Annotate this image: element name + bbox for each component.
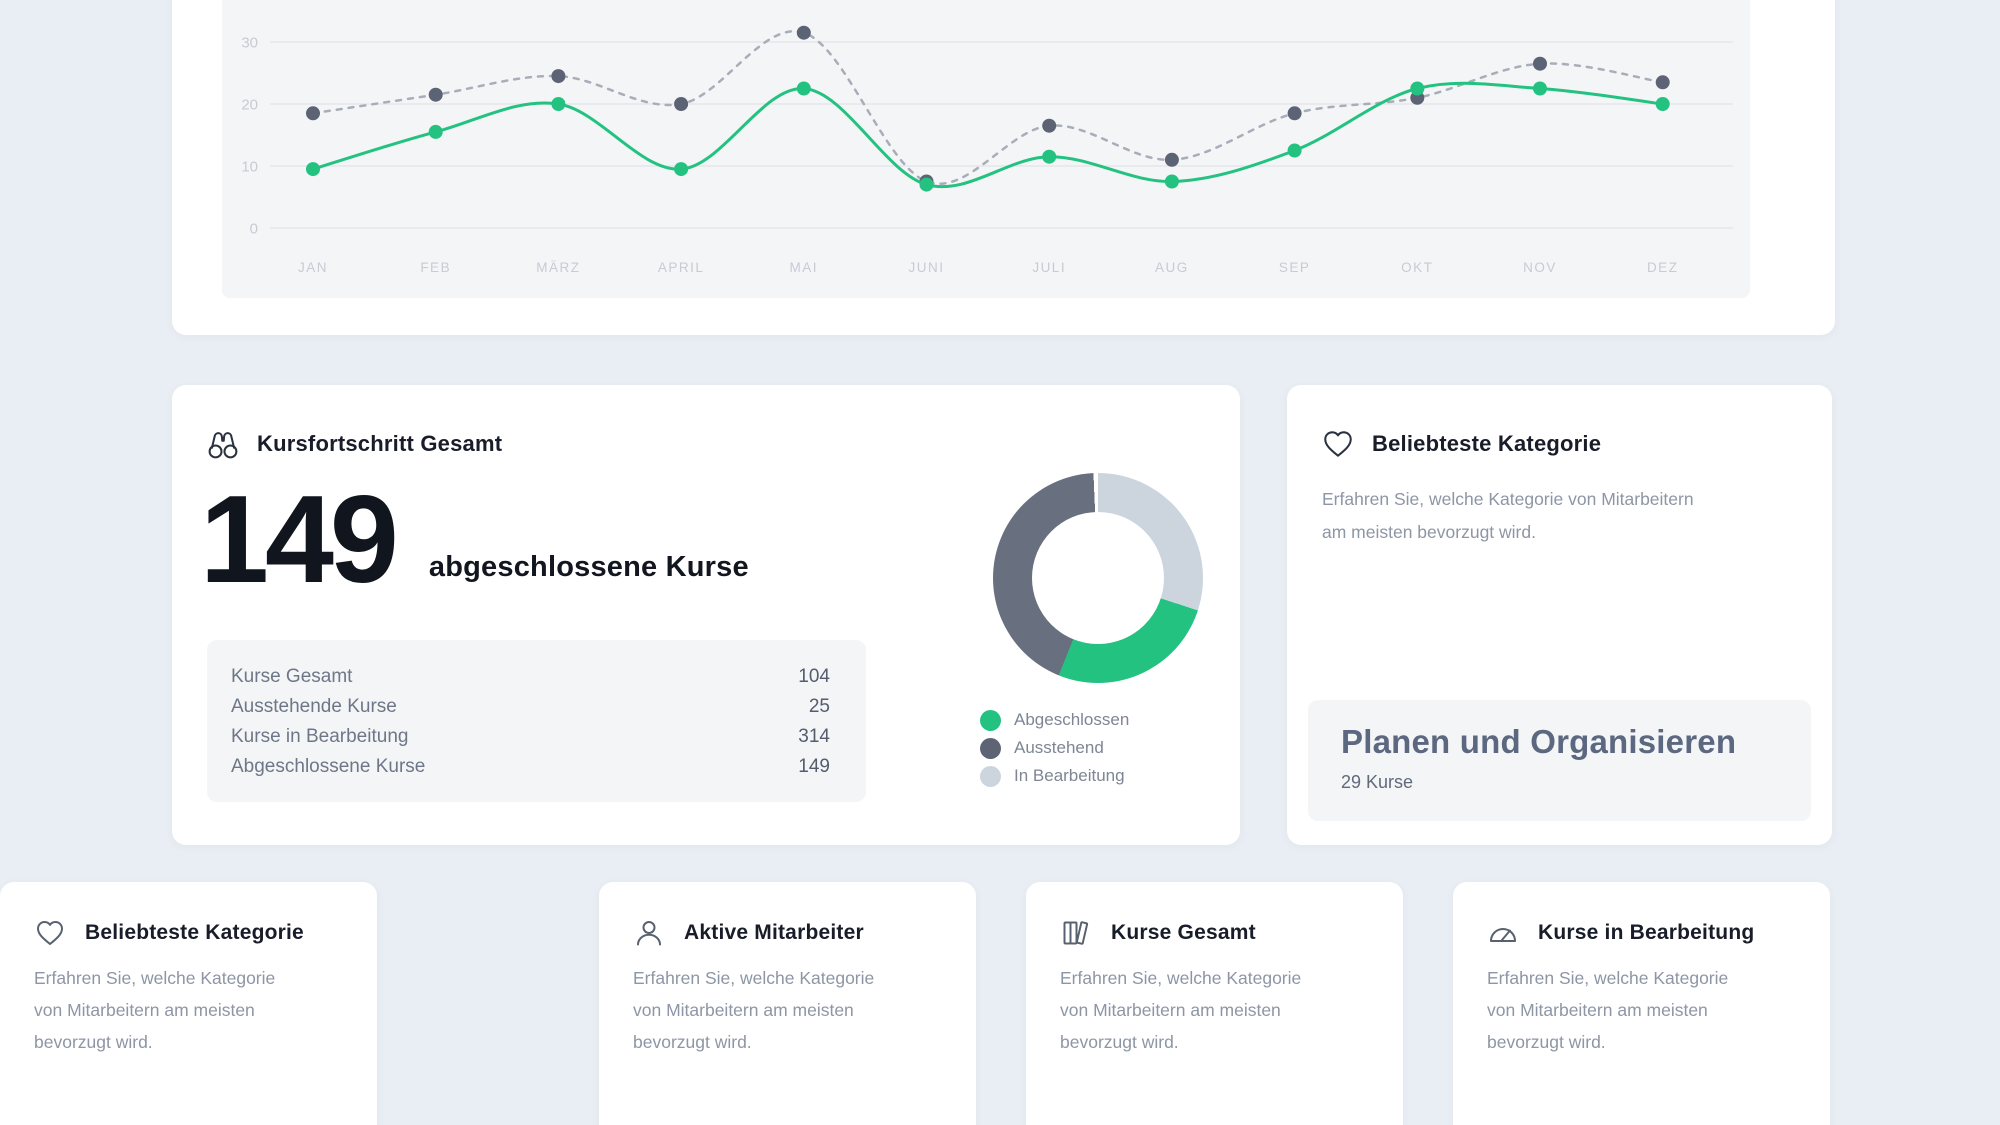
description-line: bevorzugt wird. <box>34 1032 153 1052</box>
gauge-icon <box>1490 928 1516 942</box>
svg-text:APRIL: APRIL <box>658 260 705 275</box>
total-courses-card: Kurse Gesamt Erfahren Sie, welche Katego… <box>1026 882 1403 1125</box>
description-line: Erfahren Sie, welche Kategorie <box>1487 968 1729 988</box>
stat-value: 314 <box>798 726 830 747</box>
completed-courses-count: 149 <box>200 471 399 609</box>
description-line: Erfahren Sie, welche Kategorie von Mitar… <box>1322 489 1694 509</box>
description-line: am meisten bevorzugt wird. <box>1322 522 1536 542</box>
svg-text:0: 0 <box>250 221 258 238</box>
donut-legend: Abgeschlossen Ausstehend In Bearbeitung <box>980 709 1130 787</box>
top-category-name: Planen und Organisieren <box>1341 723 1737 760</box>
chart-plot-area <box>222 0 1750 298</box>
card-title: Kursfortschritt Gesamt <box>257 431 503 456</box>
favorite-category-header: Beliebteste Kategorie <box>1321 426 1601 462</box>
heart-icon <box>37 921 63 945</box>
stat-row: Kurse Gesamt 104 <box>231 662 830 692</box>
description-line: bevorzugt wird. <box>1487 1032 1606 1052</box>
courses-in-progress-card: Kurse in Bearbeitung Erfahren Sie, welch… <box>1453 882 1830 1125</box>
svg-text:DEZ: DEZ <box>1647 260 1679 275</box>
stat-label: Kurse in Bearbeitung <box>231 726 409 747</box>
svg-text:AUG: AUG <box>1155 260 1189 275</box>
svg-text:JUNI: JUNI <box>909 260 945 275</box>
card-description: Erfahren Sie, welche Kategorie von Mitar… <box>633 962 874 1058</box>
legend-label: In Bearbeitung <box>1014 766 1125 785</box>
favorite-category-overview-card: Beliebteste Kategorie Erfahren Sie, welc… <box>0 882 377 1125</box>
course-stats-panel: Kurse Gesamt 104 Ausstehende Kurse 25 Ku… <box>207 640 866 802</box>
card-header: Aktive Mitarbeiter <box>633 916 864 950</box>
card-title: Beliebteste Kategorie <box>1372 431 1602 456</box>
svg-text:OKT: OKT <box>1401 260 1433 275</box>
svg-text:MÄRZ: MÄRZ <box>536 260 580 275</box>
card-description: Erfahren Sie, welche Kategorie von Mitar… <box>1322 483 1694 549</box>
binoculars-icon <box>208 432 238 459</box>
favorite-category-card: Beliebteste Kategorie Erfahren Sie, welc… <box>1287 385 1832 845</box>
card-title: Kurse Gesamt <box>1111 921 1256 944</box>
stat-label: Kurse Gesamt <box>231 666 353 687</box>
stat-value: 149 <box>798 756 830 777</box>
legend-label: Ausstehend <box>1014 738 1104 757</box>
svg-text:JAN: JAN <box>298 260 328 275</box>
stat-value: 25 <box>808 696 830 717</box>
completed-courses-label: abgeschlossene Kurse <box>428 551 749 584</box>
legend-dot <box>980 765 1001 787</box>
stat-label: Ausstehende Kurse <box>231 696 397 717</box>
stat-value: 104 <box>798 666 830 687</box>
description-line: bevorzugt wird. <box>1060 1032 1179 1052</box>
card-header: Kurse in Bearbeitung <box>1487 916 1754 950</box>
svg-text:20: 20 <box>241 97 258 114</box>
course-progress-card: Kursfortschritt Gesamt 149 abgeschlossen… <box>172 385 1240 845</box>
monthly-courses-line-chart: 0 10 20 30 JAN FEB MÄRZ APRIL MAI JUNI JULI AUG SEP O… <box>241 25 1733 275</box>
card-header: Beliebteste Kategorie <box>34 916 304 950</box>
description-line: Erfahren Sie, welche Kategorie <box>34 968 276 988</box>
stat-row: Kurse in Bearbeitung 314 <box>231 722 830 752</box>
svg-text:MAI: MAI <box>790 260 819 275</box>
course-status-donut-chart <box>993 473 1203 683</box>
legend-item: In Bearbeitung <box>980 765 1129 787</box>
user-icon <box>637 921 661 946</box>
top-category-panel: Planen und Organisieren 29 Kurse <box>1308 700 1811 821</box>
description-line: von Mitarbeitern am meisten <box>34 1000 255 1020</box>
card-title: Aktive Mitarbeiter <box>684 921 864 944</box>
legend-dot <box>980 709 1001 731</box>
active-employees-card: Aktive Mitarbeiter Erfahren Sie, welche … <box>599 882 976 1125</box>
card-title: Beliebteste Kategorie <box>85 921 304 944</box>
card-header: Kurse Gesamt <box>1060 916 1256 950</box>
legend-label: Abgeschlossen <box>1014 710 1130 729</box>
legend-item: Ausstehend <box>980 737 1129 759</box>
card-description: Erfahren Sie, welche Kategorie von Mitar… <box>1060 962 1301 1058</box>
description-line: bevorzugt wird. <box>633 1032 752 1052</box>
legend-dot <box>980 737 1001 759</box>
heart-icon <box>1324 431 1352 457</box>
stat-label: Abgeschlossene Kurse <box>231 756 426 777</box>
completed-courses-summary: 149 abgeschlossene Kurse <box>200 471 749 609</box>
description-line: Erfahren Sie, welche Kategorie <box>633 968 875 988</box>
top-category-course-count: 29 Kurse <box>1341 772 1414 792</box>
description-line: von Mitarbeitern am meisten <box>1060 1000 1281 1020</box>
course-progress-header: Kursfortschritt Gesamt <box>206 426 502 462</box>
description-line: von Mitarbeitern am meisten <box>633 1000 854 1020</box>
svg-text:FEB: FEB <box>420 260 451 275</box>
stat-row: Abgeschlossene Kurse 149 <box>231 752 830 782</box>
svg-text:JULI: JULI <box>1032 260 1066 275</box>
description-line: von Mitarbeitern am meisten <box>1487 1000 1708 1020</box>
svg-text:NOV: NOV <box>1523 260 1557 275</box>
svg-text:10: 10 <box>241 159 258 176</box>
description-line: Erfahren Sie, welche Kategorie <box>1060 968 1302 988</box>
legend-item: Abgeschlossen <box>980 709 1130 731</box>
card-description: Erfahren Sie, welche Kategorie von Mitar… <box>1487 962 1728 1058</box>
donut-hole <box>1032 512 1164 644</box>
card-description: Erfahren Sie, welche Kategorie von Mitar… <box>34 962 275 1058</box>
books-icon <box>1063 921 1089 945</box>
svg-text:SEP: SEP <box>1279 260 1311 275</box>
card-title: Kurse in Bearbeitung <box>1538 921 1755 944</box>
svg-text:30: 30 <box>241 35 258 52</box>
stat-row: Ausstehende Kurse 25 <box>231 692 830 722</box>
